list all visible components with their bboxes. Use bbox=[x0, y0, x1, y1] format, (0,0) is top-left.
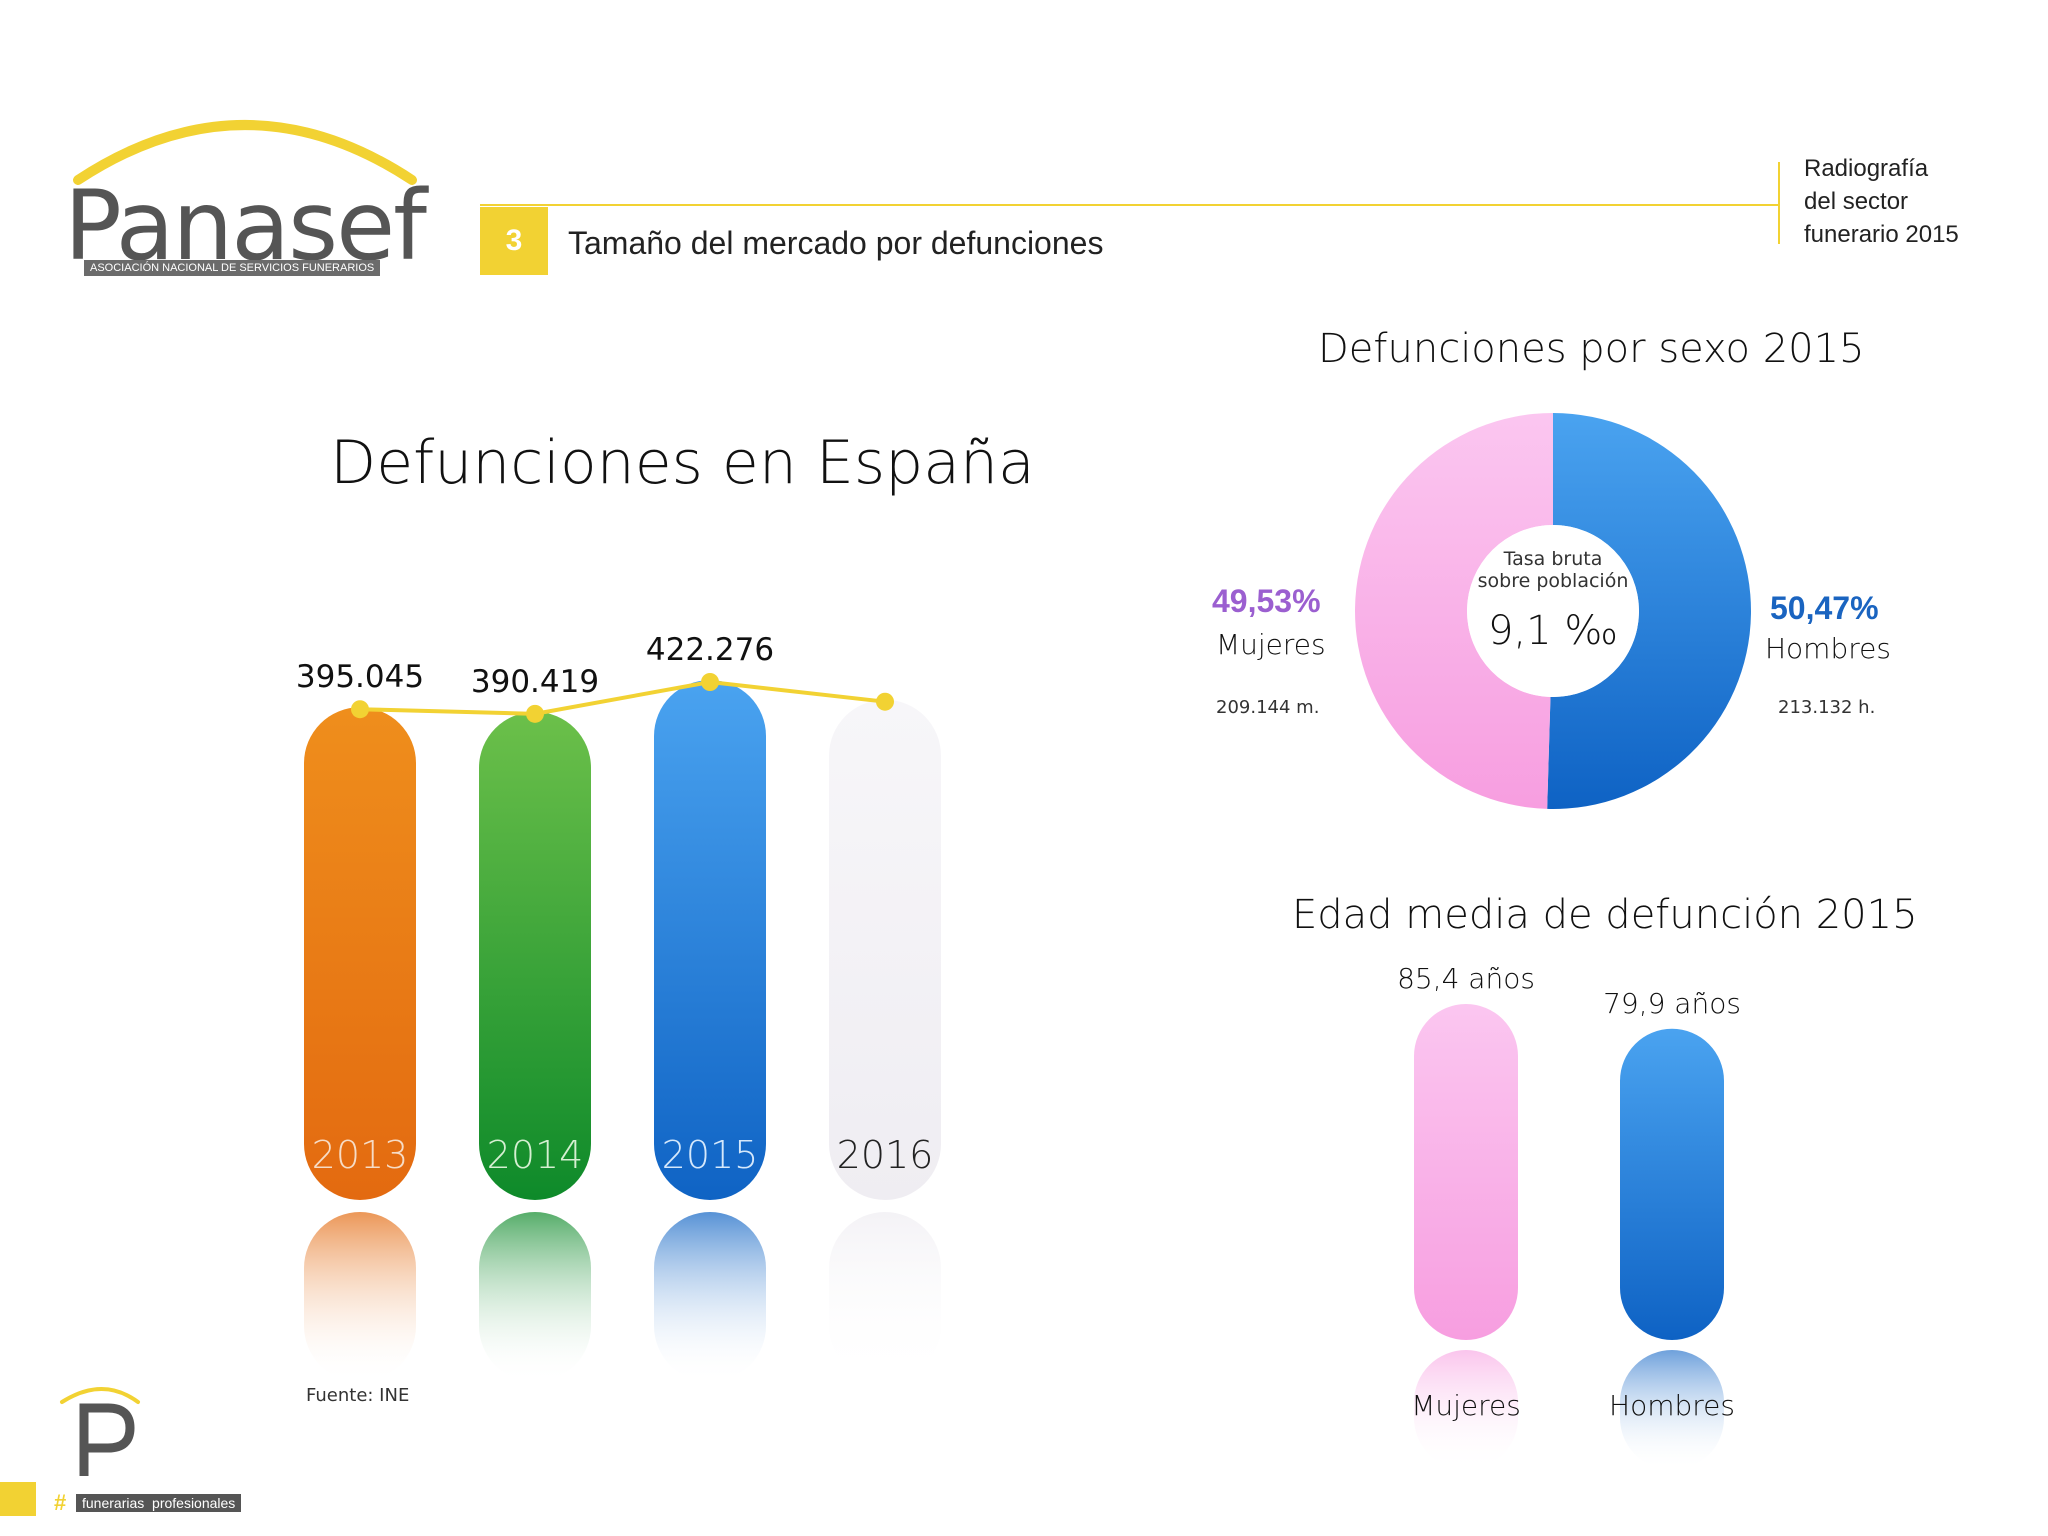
trend-point-2015 bbox=[701, 673, 719, 691]
section-number-badge: 3 bbox=[480, 207, 548, 275]
bar-year-label-2014: 2014 bbox=[487, 1133, 584, 1177]
donut-hole bbox=[1467, 525, 1639, 697]
sex-donut-chart bbox=[1354, 413, 1751, 809]
trend-point-2016 bbox=[876, 692, 894, 711]
age-bar-reflection-hombres bbox=[1620, 1350, 1724, 1470]
bar-reflection-2015 bbox=[654, 1212, 766, 1382]
bar-2016 bbox=[829, 699, 941, 1200]
bar-year-label-2015: 2015 bbox=[662, 1133, 759, 1177]
fp-logo-icon bbox=[60, 1387, 140, 1476]
deaths-chart-title: Defunciones en España bbox=[330, 428, 1035, 498]
donut-slice-mujeres bbox=[1354, 413, 1553, 809]
age-bar-reflection-mujeres bbox=[1414, 1350, 1518, 1470]
age-bar-mujeres bbox=[1414, 1004, 1518, 1340]
report-title-line-1: Radiografía bbox=[1804, 155, 1929, 182]
donut-center-line-1: Tasa bruta bbox=[1503, 548, 1603, 570]
donut-center-label: Tasa bruta sobre población bbox=[1463, 548, 1643, 592]
panasef-logo-subtitle: ASOCIACIÓN NACIONAL DE SERVICIOS FUNERAR… bbox=[84, 260, 381, 276]
footer-yellow-block bbox=[0, 1482, 36, 1516]
bar-reflection-2014 bbox=[479, 1212, 591, 1382]
value-label-2014: 390.419 bbox=[471, 664, 599, 700]
donut-center-line-2: sobre población bbox=[1477, 570, 1629, 592]
bar-2015 bbox=[654, 680, 766, 1200]
panasef-logo-arc-icon bbox=[73, 120, 417, 185]
value-label-2015: 422.276 bbox=[646, 632, 774, 668]
age-category-label-hombres: Hombres bbox=[1609, 1389, 1735, 1422]
footer-hash-symbol: # bbox=[54, 1490, 67, 1515]
header-divider-line bbox=[480, 204, 1780, 206]
report-title-line-2: del sector bbox=[1804, 188, 1909, 215]
sex-chart-title: Defunciones por sexo 2015 bbox=[1318, 326, 1865, 372]
bar-2014 bbox=[479, 711, 591, 1200]
men-percent: 50,47% bbox=[1770, 590, 1879, 626]
age-category-label-mujeres: Mujeres bbox=[1411, 1389, 1521, 1422]
value-label-2013: 395.045 bbox=[296, 659, 424, 695]
bar-reflection-2013 bbox=[304, 1212, 416, 1382]
trend-line bbox=[359, 679, 886, 716]
header-vertical-line bbox=[1778, 162, 1780, 244]
bar-reflection-2016 bbox=[829, 1212, 941, 1382]
report-title-line-3: funerario 2015 bbox=[1804, 221, 1959, 248]
women-label: Mujeres bbox=[1216, 628, 1326, 661]
section-title: Tamaño del mercado por defunciones bbox=[568, 225, 1104, 261]
donut-slice-hombres bbox=[1547, 413, 1751, 809]
trend-point-2014 bbox=[526, 704, 544, 723]
source-note: Fuente: INE bbox=[306, 1385, 410, 1406]
bar-2013 bbox=[304, 707, 416, 1200]
trend-point-2013 bbox=[351, 700, 369, 719]
bar-year-label-2013: 2013 bbox=[312, 1133, 409, 1177]
bar-year-label-2016: 2016 bbox=[837, 1133, 934, 1177]
women-percent: 49,53% bbox=[1212, 583, 1321, 619]
men-count: 213.132 h. bbox=[1778, 697, 1876, 718]
men-label: Hombres bbox=[1765, 632, 1891, 665]
age-bar-chart: 85,4 años Mujeres 79,9 años Hombres bbox=[1397, 962, 1741, 1470]
footer-brand-tag: funerarias profesionales bbox=[76, 1494, 242, 1512]
report-title: Radiografía del sector funerario 2015 bbox=[1804, 152, 1959, 251]
age-chart-title: Edad media de defunción 2015 bbox=[1292, 892, 1918, 938]
deaths-bar-chart: 2013 2014 2015 2016 395.045 390.419 422.276 bbox=[296, 632, 941, 1382]
age-bar-hombres bbox=[1620, 1028, 1724, 1340]
age-value-label-hombres: 79,9 años bbox=[1603, 987, 1741, 1020]
women-count: 209.144 m. bbox=[1216, 697, 1320, 718]
donut-center-value: 9,1 ‰ bbox=[1488, 608, 1618, 654]
age-value-label-mujeres: 85,4 años bbox=[1397, 962, 1535, 995]
